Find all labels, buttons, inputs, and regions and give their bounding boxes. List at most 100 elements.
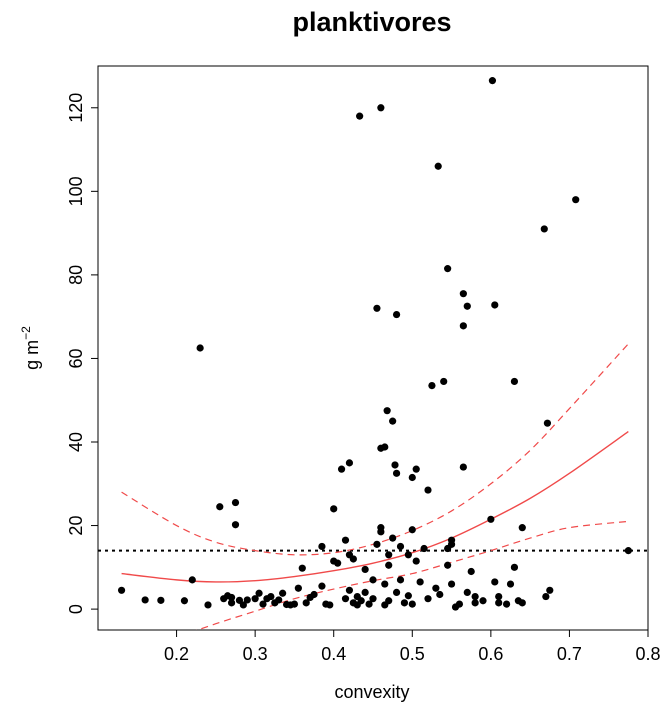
x-tick-label: 0.8 [635,644,660,664]
data-point [428,382,436,390]
data-point [572,196,580,204]
data-point [157,596,165,604]
data-point [357,597,365,605]
data-point [412,465,420,473]
plot-frame [97,65,649,631]
data-point [361,565,369,574]
x-axis: 0.2 0.3 0.4 0.5 0.6 0.7 0.8 [164,630,661,664]
data-point [444,265,452,273]
y-axis-label-exponent: −2 [19,326,33,340]
data-point [259,600,267,608]
data-point [416,578,424,586]
data-point [369,595,377,603]
data-point [420,544,428,553]
data-point [424,595,432,603]
data-point [510,563,519,571]
data-point [488,77,497,85]
data-point [491,301,499,309]
data-point [337,465,346,473]
data-point [377,104,385,112]
y-axis-label: g m−2 [19,326,42,370]
data-point [227,599,236,607]
data-point [471,599,479,607]
data-point [540,225,548,233]
data-point [467,567,475,576]
data-point [239,601,247,609]
data-point [440,377,448,386]
data-point [392,588,401,597]
data-point [385,597,393,605]
data-point [389,534,397,542]
y-tick-label: 20 [66,516,86,536]
x-tick-label: 0.3 [243,644,268,664]
x-tick-label: 0.5 [400,644,425,664]
data-point [518,524,526,532]
data-point [255,589,263,597]
data-point [518,599,526,607]
fitted-curve [121,430,629,583]
data-point [377,528,385,536]
data-point [434,162,442,170]
data-point [383,407,391,415]
y-tick-label: 120 [66,93,86,123]
data-point [546,586,554,594]
data-point [436,590,444,599]
data-point [404,592,412,600]
data-point [302,599,310,607]
data-point [275,596,283,604]
x-tick-label: 0.7 [557,644,582,664]
data-point [318,582,326,590]
data-point [117,586,126,594]
data-point [408,600,416,608]
data-point [463,588,471,597]
data-point [447,580,456,588]
data-point [447,536,456,544]
data-point [243,596,251,604]
data-point [432,584,440,592]
data-point [542,592,550,601]
data-point [543,419,552,427]
data-point [459,290,467,298]
data-point [204,601,212,609]
data-point [180,597,189,605]
data-point [294,584,302,592]
data-point [349,555,357,563]
y-tick-label: 100 [66,176,86,206]
data-point [381,580,389,588]
data-point [341,595,350,603]
data-point [373,540,381,548]
data-point [196,344,204,352]
data-point [487,515,495,523]
data-point [396,576,405,584]
data-point [334,559,342,567]
data-point [188,576,196,584]
data-point [400,599,409,607]
data-points [117,77,632,611]
data-point [495,599,503,607]
data-point [479,597,487,605]
data-point [389,417,397,425]
y-tick-label: 60 [66,348,86,368]
data-point [502,600,511,608]
data-point [227,593,236,602]
y-tick-label: 40 [66,432,86,452]
data-point [385,551,393,559]
y-axis: 0 20 40 60 80 100 120 [66,93,98,614]
data-point [396,542,405,551]
data-point [471,592,479,601]
data-point [385,561,393,569]
data-point [326,601,334,609]
data-point [463,302,471,310]
data-point [510,377,519,386]
data-point [392,310,401,319]
data-point [459,322,467,330]
y-tick-label: 80 [66,265,86,285]
data-point [408,473,416,482]
data-point [392,469,401,477]
data-point [459,463,467,471]
data-point [345,586,354,594]
x-tick-label: 0.2 [164,644,189,664]
chart-title: planktivores [292,7,451,37]
data-point [491,578,499,586]
data-point [341,536,350,544]
